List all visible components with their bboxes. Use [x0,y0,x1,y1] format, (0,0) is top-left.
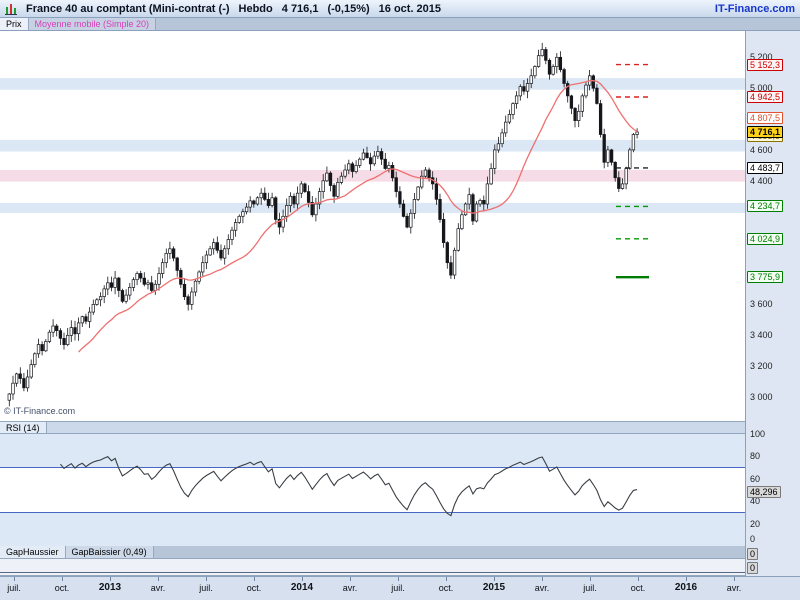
time-axis-label: avr. [150,583,166,593]
level-price-label: 3 775,9 [747,271,784,284]
price-tick-label: 3 200 [750,361,773,372]
main-chart-panel: © IT-Finance.com 5 200 5 000 4 600 4 400 3 6… [0,31,800,421]
price-tick-label: 5 200 [750,52,773,63]
rsi-tick-label: 20 [750,518,761,529]
time-tick [158,577,159,581]
time-axis-label: avr. [726,583,742,593]
price-tick-label: 3 400 [750,330,773,341]
tab-rsi[interactable]: RSI (14) [0,422,47,433]
tab-prix[interactable]: Prix [0,18,29,30]
price-tick-label: 3 600 [750,299,773,310]
level-price-label: 4 942,5 [747,91,784,103]
tab-gap-haussier[interactable]: GapHaussier [0,546,66,558]
rsi-axis[interactable]: 100 80 60 40 20 0 48,296 [745,421,800,546]
main-chart-canvas[interactable] [0,31,745,421]
time-axis-label: avr. [534,583,550,593]
time-axis-label: oct. [630,583,646,593]
time-tick [734,577,735,581]
copyright-label: © IT-Finance.com [4,406,76,416]
gap-value-label: 0 [747,562,759,574]
timeframe-label: Hebdo [238,2,273,15]
time-axis-label: juil. [583,583,597,593]
app-icon [5,3,17,15]
time-tick [590,577,591,581]
time-axis-label: 2013 [98,582,122,593]
time-tick [14,577,15,581]
gap-chart-canvas[interactable] [0,559,745,576]
time-tick [494,577,495,581]
time-axis-label: juil. [7,583,21,593]
rsi-tick-label: 40 [750,496,761,507]
rsi-panel: RSI (14) 100 80 60 40 20 0 48,296 [0,421,800,546]
level-price-label: 4 483,7 [747,161,784,174]
time-tick [686,577,687,581]
rsi-tick-label: 80 [750,451,761,462]
time-tick [110,577,111,581]
time-tick [254,577,255,581]
instrument-title: France 40 au comptant (Mini-contrat (-) [26,2,230,15]
price-tick-label: 4 400 [750,175,773,186]
time-tick [62,577,63,581]
rsi-tick-label: 60 [750,473,761,484]
ma-value-label: 4 807,5 [747,111,784,124]
time-tick [398,577,399,581]
gap-header: GapHaussier GapBaissier (0,49) [0,546,745,559]
time-tick [350,577,351,581]
time-axis[interactable]: juil. oct. 2013 avr. juil. oct. 2014 avr. juil. o… [0,576,800,600]
price-axis[interactable]: 5 200 5 000 4 600 4 400 3 600 3 400 3 200 3 000… [745,31,800,421]
time-tick [206,577,207,581]
time-axis-label: 2014 [290,582,314,593]
time-tick [446,577,447,581]
change-title: (-0,15%) [327,2,370,15]
time-axis-label: oct. [246,583,262,593]
time-axis-label: oct. [438,583,454,593]
gap-value-label: 0 [747,548,759,560]
level-price-label: 5 152,3 [747,58,784,71]
rsi-chart-canvas[interactable] [0,434,745,546]
time-axis-label: juil. [199,583,213,593]
title-bar: France 40 au comptant (Mini-contrat (-) … [0,0,800,18]
time-axis-label: 2015 [482,582,506,593]
rsi-tick-label: 100 [750,429,766,439]
last-price-title: 4 716,1 [281,2,319,15]
time-axis-label: juil. [391,583,405,593]
level-price-label: 4 234,7 [747,200,784,213]
rsi-tick-label: 0 [750,534,756,544]
ma-legend[interactable]: Moyenne mobile (Simple 20) [28,18,157,30]
time-axis-label: 2016 [674,582,698,593]
rsi-value-label: 48,296 [747,485,781,498]
legend-bar: Prix Moyenne mobile (Simple 20) [0,18,800,31]
price-tick-label: 4 600 [750,144,773,155]
price-tick-label: 3 000 [750,392,773,403]
time-tick [302,577,303,581]
tab-gap-baissier[interactable]: GapBaissier (0,49) [65,546,154,558]
time-tick [638,577,639,581]
time-axis-label: oct. [54,583,70,593]
time-axis-label: avr. [342,583,358,593]
last-price-label: 4 716,1 [747,126,784,138]
brand-link[interactable]: IT-Finance.com [714,2,795,15]
time-tick [542,577,543,581]
level-price-label: 4 024,9 [747,232,784,245]
rsi-header: RSI (14) [0,421,745,434]
price-tick-label: 5 000 [750,83,773,94]
date-title: 16 oct. 2015 [378,2,442,15]
